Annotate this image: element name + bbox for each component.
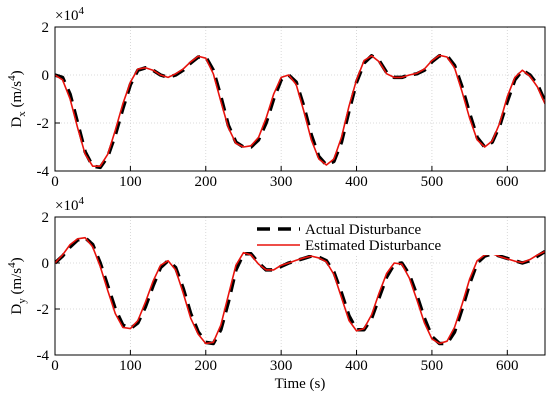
x-tick-label: 200 — [195, 358, 218, 374]
x-tick-label: 0 — [51, 358, 59, 374]
y-tick-label: -4 — [37, 164, 50, 180]
multiplier-base: ×10 — [55, 8, 78, 24]
y-label-part: y — [16, 298, 28, 304]
series-line — [55, 236, 545, 345]
legend-label: Estimated Disturbance — [305, 238, 442, 254]
x-tick-label: 600 — [496, 174, 519, 190]
y-label-part: (m/s — [9, 268, 25, 299]
x-tick-label: 500 — [421, 174, 444, 190]
y-label-part: x — [16, 111, 28, 117]
y-label-part: ) — [9, 70, 25, 75]
axis-multiplier: ×104 — [55, 195, 84, 214]
y-tick-label: -2 — [37, 302, 50, 318]
axes-box — [54, 216, 546, 356]
x-tick-label: 600 — [496, 358, 519, 374]
x-tick-label: 0 — [51, 174, 59, 190]
multiplier-exp: 4 — [78, 5, 84, 17]
axes-box — [54, 26, 546, 172]
axis-multiplier: ×104 — [55, 5, 84, 24]
x-tick-label: 300 — [270, 174, 293, 190]
y-label-part: 4 — [6, 75, 18, 81]
x-tick-label: 400 — [345, 174, 368, 190]
x-tick-label: 100 — [119, 358, 142, 374]
legend-label: Actual Disturbance — [305, 222, 422, 238]
series-line — [55, 54, 545, 167]
y-tick-label: 0 — [42, 256, 50, 272]
x-axis-label: Time (s) — [275, 376, 326, 392]
multiplier-exp: 4 — [78, 195, 84, 207]
y-tick-label: 0 — [42, 68, 50, 84]
x-tick-label: 500 — [421, 358, 444, 374]
legend-bg — [255, 219, 505, 255]
y-axis-label: Dy (m/s4) — [6, 257, 28, 314]
y-label-part: D — [9, 304, 25, 315]
x-tick-label: 100 — [119, 174, 142, 190]
y-axis-label: Dx (m/s4) — [6, 70, 28, 127]
y-tick-label: 2 — [42, 210, 50, 226]
x-tick-label: 400 — [345, 358, 368, 374]
y-label-part: ) — [9, 257, 25, 262]
y-tick-label: -2 — [37, 116, 50, 132]
x-tick-label: 300 — [270, 358, 293, 374]
y-tick-label: 2 — [42, 20, 50, 36]
series-line — [55, 54, 545, 170]
y-label-part: (m/s — [9, 81, 25, 112]
x-tick-label: 200 — [195, 174, 218, 190]
y-tick-label: -4 — [37, 348, 50, 364]
y-label-part: 4 — [6, 262, 18, 268]
multiplier-base: ×10 — [55, 198, 78, 214]
y-label-part: D — [9, 117, 25, 128]
